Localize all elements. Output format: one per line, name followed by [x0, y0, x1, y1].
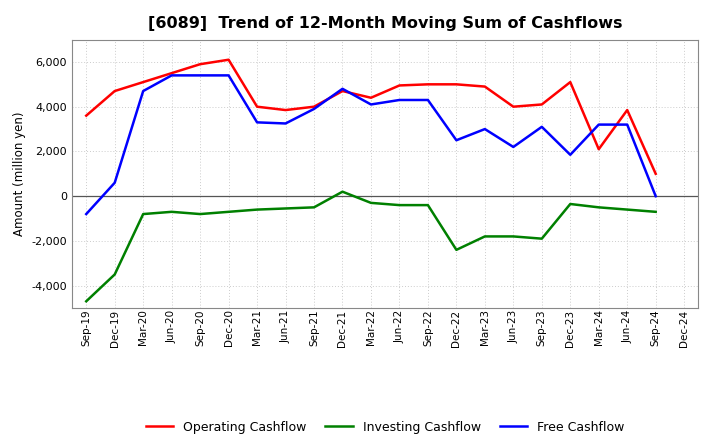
Operating Cashflow: [623, 107, 631, 113]
Free Cashflow: [338, 86, 347, 92]
Operating Cashflow: [167, 70, 176, 76]
Operating Cashflow: [509, 104, 518, 109]
Free Cashflow: [82, 211, 91, 216]
Operating Cashflow: [282, 107, 290, 113]
Investing Cashflow: [167, 209, 176, 214]
Line: Investing Cashflow: Investing Cashflow: [86, 192, 656, 301]
Investing Cashflow: [395, 202, 404, 208]
Operating Cashflow: [310, 104, 318, 109]
Operating Cashflow: [537, 102, 546, 107]
Operating Cashflow: [253, 104, 261, 109]
Free Cashflow: [139, 88, 148, 94]
Investing Cashflow: [652, 209, 660, 214]
Investing Cashflow: [480, 234, 489, 239]
Investing Cashflow: [595, 205, 603, 210]
Investing Cashflow: [537, 236, 546, 241]
Investing Cashflow: [282, 206, 290, 211]
Investing Cashflow: [253, 207, 261, 212]
Free Cashflow: [282, 121, 290, 126]
Investing Cashflow: [139, 211, 148, 216]
Legend: Operating Cashflow, Investing Cashflow, Free Cashflow: Operating Cashflow, Investing Cashflow, …: [141, 416, 629, 439]
Operating Cashflow: [225, 57, 233, 62]
Operating Cashflow: [366, 95, 375, 100]
Operating Cashflow: [395, 83, 404, 88]
Line: Operating Cashflow: Operating Cashflow: [86, 60, 656, 174]
Free Cashflow: [395, 97, 404, 103]
Operating Cashflow: [480, 84, 489, 89]
Operating Cashflow: [110, 88, 119, 94]
Free Cashflow: [253, 120, 261, 125]
Operating Cashflow: [139, 80, 148, 85]
Line: Free Cashflow: Free Cashflow: [86, 75, 656, 214]
Free Cashflow: [566, 152, 575, 158]
Investing Cashflow: [366, 200, 375, 205]
Investing Cashflow: [566, 202, 575, 207]
Free Cashflow: [310, 106, 318, 112]
Operating Cashflow: [566, 80, 575, 85]
Free Cashflow: [366, 102, 375, 107]
Free Cashflow: [196, 73, 204, 78]
Free Cashflow: [537, 124, 546, 129]
Investing Cashflow: [623, 207, 631, 212]
Free Cashflow: [480, 126, 489, 132]
Operating Cashflow: [452, 82, 461, 87]
Operating Cashflow: [423, 82, 432, 87]
Free Cashflow: [595, 122, 603, 127]
Investing Cashflow: [452, 247, 461, 253]
Free Cashflow: [167, 73, 176, 78]
Investing Cashflow: [310, 205, 318, 210]
Operating Cashflow: [82, 113, 91, 118]
Investing Cashflow: [196, 211, 204, 216]
Free Cashflow: [623, 122, 631, 127]
Operating Cashflow: [595, 147, 603, 152]
Y-axis label: Amount (million yen): Amount (million yen): [13, 112, 26, 236]
Free Cashflow: [423, 97, 432, 103]
Free Cashflow: [509, 144, 518, 150]
Investing Cashflow: [110, 272, 119, 277]
Free Cashflow: [225, 73, 233, 78]
Free Cashflow: [110, 180, 119, 185]
Investing Cashflow: [82, 299, 91, 304]
Operating Cashflow: [652, 171, 660, 176]
Free Cashflow: [452, 138, 461, 143]
Operating Cashflow: [196, 62, 204, 67]
Investing Cashflow: [225, 209, 233, 214]
Investing Cashflow: [338, 189, 347, 194]
Investing Cashflow: [509, 234, 518, 239]
Investing Cashflow: [423, 202, 432, 208]
Title: [6089]  Trend of 12-Month Moving Sum of Cashflows: [6089] Trend of 12-Month Moving Sum of C…: [148, 16, 623, 32]
Operating Cashflow: [338, 88, 347, 94]
Free Cashflow: [652, 194, 660, 199]
